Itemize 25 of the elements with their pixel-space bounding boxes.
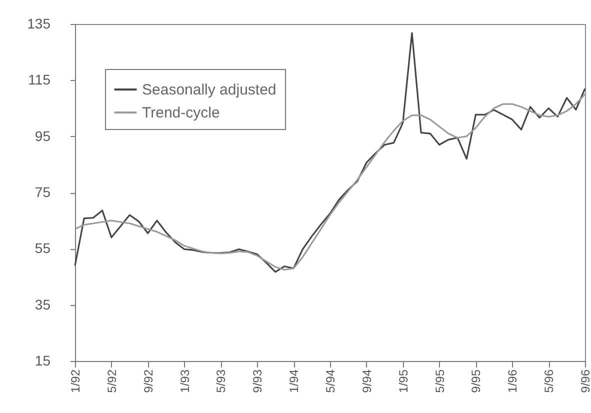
line-series [74, 32, 586, 273]
legend-label: Trend-cycle [142, 104, 220, 122]
y-tick-label: 35 [34, 296, 51, 312]
y-tick-label: 75 [34, 184, 51, 200]
x-tick-label: 9/93 [250, 369, 265, 393]
x-tick-label: 1/93 [178, 369, 192, 393]
x-tick-label: 1/94 [287, 369, 302, 393]
legend-label: Seasonally adjusted [142, 82, 276, 98]
x-tick-label: 1/92 [68, 369, 82, 393]
y-tick-label: 15 [34, 352, 51, 368]
y-tick-label: 95 [34, 128, 51, 144]
x-tick-label: 9/94 [360, 369, 374, 393]
y-tick-label: 135 [27, 16, 51, 32]
x-tick-label: 5/95 [432, 369, 447, 393]
y-tick-label: 115 [28, 72, 51, 88]
x-tick-label: 9/95 [469, 369, 484, 393]
x-tick-label: 9/92 [141, 369, 156, 393]
x-tick-label: 5/94 [324, 369, 338, 393]
x-tick-label: 5/93 [214, 369, 228, 393]
y-tick-label: 55 [34, 240, 51, 256]
x-tick-label: 9/96 [578, 369, 591, 393]
x-tick-label: 5/96 [542, 369, 556, 393]
x-tick-label: 1/95 [396, 369, 410, 393]
x-tick-label: 5/92 [104, 369, 119, 393]
x-tick-label: 1/96 [506, 369, 520, 393]
